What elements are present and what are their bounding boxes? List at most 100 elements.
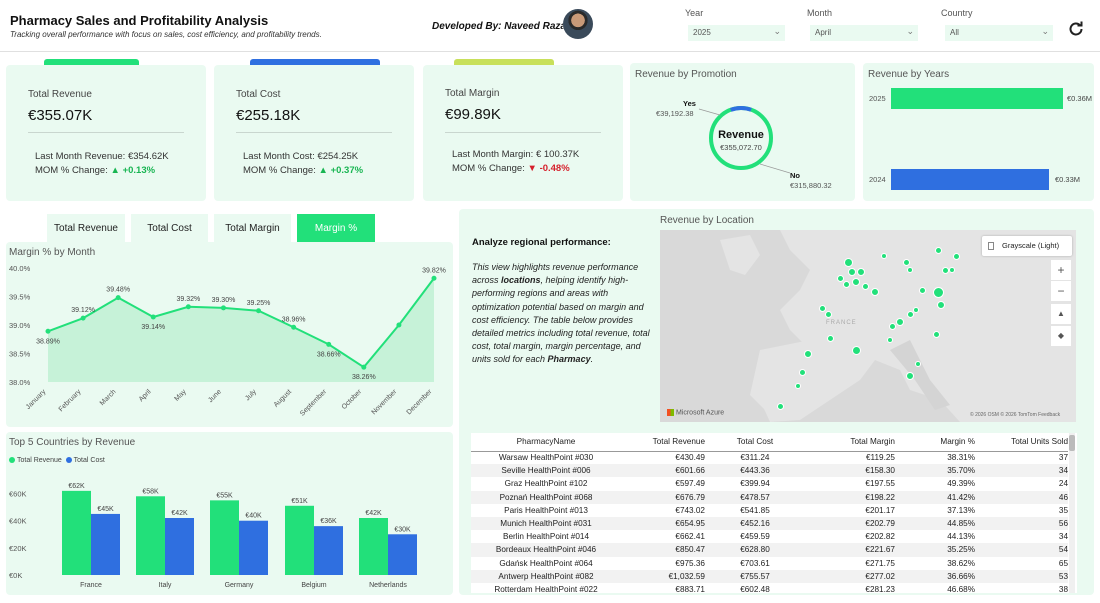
map-location-point[interactable] [843,257,853,267]
map-location-point[interactable] [881,253,887,259]
table-row[interactable]: Graz HealthPoint #102 €597.49 €399.94 €197.… [471,477,1068,490]
margin-point[interactable] [431,275,437,281]
tab-total-revenue[interactable]: Total Revenue [47,214,125,244]
table-cell: €271.75 [865,558,895,568]
margin-point[interactable] [291,324,297,330]
cost-bar[interactable] [91,513,120,575]
map-location-point[interactable] [918,286,926,294]
refresh-icon[interactable] [1067,20,1085,42]
map-location-point[interactable] [915,361,921,367]
map-location-point[interactable] [913,307,919,313]
map-location-point[interactable] [896,318,904,326]
map-location-point[interactable] [798,368,806,376]
map-location-point[interactable] [857,268,865,276]
revenue-bar[interactable] [359,518,388,575]
margin-point[interactable] [45,328,51,334]
month-filter-select[interactable]: April ⌄ [810,25,918,41]
map-location-point[interactable] [836,274,844,282]
margin-point[interactable] [396,322,402,328]
map-location-point[interactable] [949,267,955,273]
scrollbar-thumb[interactable] [1069,435,1075,451]
map-location-point[interactable] [852,278,860,286]
year-bar-2024[interactable] [891,169,1049,190]
year-bar-2025[interactable] [891,88,1063,109]
margin-point[interactable] [361,364,367,370]
country-filter-label: Country [941,8,973,18]
map-location-point[interactable] [906,372,914,380]
page-title: Pharmacy Sales and Profitability Analysi… [10,13,269,28]
map-location-point[interactable] [861,282,869,290]
revenue-bar[interactable] [210,500,239,575]
cost-bar[interactable] [314,526,343,575]
map-location-point[interactable] [826,334,834,342]
column-header[interactable]: Total Margin [805,433,895,452]
zoom-out-button[interactable]: − [1051,281,1071,301]
zoom-in-button[interactable]: + [1051,260,1071,280]
country-filter-select[interactable]: All ⌄ [945,25,1053,41]
column-header[interactable]: Margin % [895,433,975,452]
arrow-up-icon: ▲ [318,165,328,176]
map-location-point[interactable] [887,337,893,343]
map-location-point[interactable] [888,322,896,330]
cost-bar[interactable] [239,520,268,575]
map-style-selector[interactable]: Grayscale (Light) [982,236,1072,256]
table-row[interactable]: Paris HealthPoint #013 €743.02 €541.85 €201… [471,504,1068,517]
cost-bar[interactable] [388,534,417,575]
map-location-point[interactable] [848,268,856,276]
map-location-point[interactable] [804,350,812,358]
map-location-point[interactable] [776,402,784,410]
revenue-bar[interactable] [285,505,314,575]
x-tick-label: September [299,388,329,418]
map-location-point[interactable] [824,310,832,318]
margin-point[interactable] [326,341,332,347]
column-header[interactable]: Total Units Sold [975,433,1068,452]
tab-total-cost[interactable]: Total Cost [131,214,208,244]
column-header[interactable]: Total Revenue [621,433,705,452]
map-location-point[interactable] [906,310,914,318]
margin-point[interactable] [115,295,121,301]
map-location-point[interactable] [818,304,826,312]
map-location-point[interactable] [932,330,940,338]
table-cell: €201.17 [865,505,895,515]
map-location-point[interactable] [907,267,913,273]
margin-point[interactable] [185,304,191,310]
pharmacy-table-container[interactable]: PharmacyName Total Revenue Total Cost To… [471,433,1077,593]
table-row[interactable]: Rotterdam HealthPoint #022 €883.71 €602.48… [471,583,1068,593]
cost-bar[interactable] [165,518,194,575]
map-location-point[interactable] [842,280,850,288]
table-row[interactable]: Warsaw HealthPoint #030 €430.49 €311.24 €11… [471,451,1068,464]
tab-margin-percent[interactable]: Margin % [297,214,375,244]
map-location-point[interactable] [941,266,949,274]
tilt-icon[interactable]: ▲ [1051,304,1071,324]
table-row[interactable]: Seville HealthPoint #006 €601.66 €443.36 €1… [471,464,1068,478]
map-location-point[interactable] [851,345,861,355]
column-header[interactable]: PharmacyName [471,433,621,452]
table-scrollbar[interactable] [1069,433,1075,593]
table-row[interactable]: Munich HealthPoint #031 €654.95 €452.16 €20… [471,516,1068,531]
map-location-point[interactable] [795,383,801,389]
donut-yes-slice[interactable] [730,106,752,112]
map-location-point[interactable] [871,288,879,296]
map-location-point[interactable] [932,286,944,298]
margin-point[interactable] [256,308,262,314]
revenue-bar[interactable] [62,490,91,575]
table-row[interactable]: Bordeaux HealthPoint #046 €850.47 €628.80 €… [471,543,1068,557]
yes-label: Yes [683,99,696,108]
margin-point[interactable] [150,314,156,320]
table-row[interactable]: Gdańsk HealthPoint #064 €975.36 €703.61 €27… [471,557,1068,570]
map-location-point[interactable] [902,258,910,266]
revenue-map[interactable]: FRANCE Grayscale (Light) + − ▲ ◆ Microso… [660,230,1076,422]
map-location-point[interactable] [934,246,942,254]
column-header[interactable]: Total Cost [705,433,805,452]
margin-point[interactable] [220,305,226,311]
year-filter-select[interactable]: 2025 ⌄ [688,25,785,41]
table-row[interactable]: Antwerp HealthPoint #082 €1,032.59 €755.57… [471,569,1068,583]
table-row[interactable]: Berlin HealthPoint #014 €662.41 €459.59 €20… [471,530,1068,543]
map-location-point[interactable] [952,252,960,260]
table-row[interactable]: Poznań HealthPoint #068 €676.79 €478.57 €19… [471,490,1068,504]
compass-icon[interactable]: ◆ [1051,326,1071,346]
revenue-bar[interactable] [136,496,165,575]
map-location-point[interactable] [937,301,945,309]
tab-total-margin[interactable]: Total Margin [214,214,291,244]
margin-point[interactable] [80,315,86,321]
